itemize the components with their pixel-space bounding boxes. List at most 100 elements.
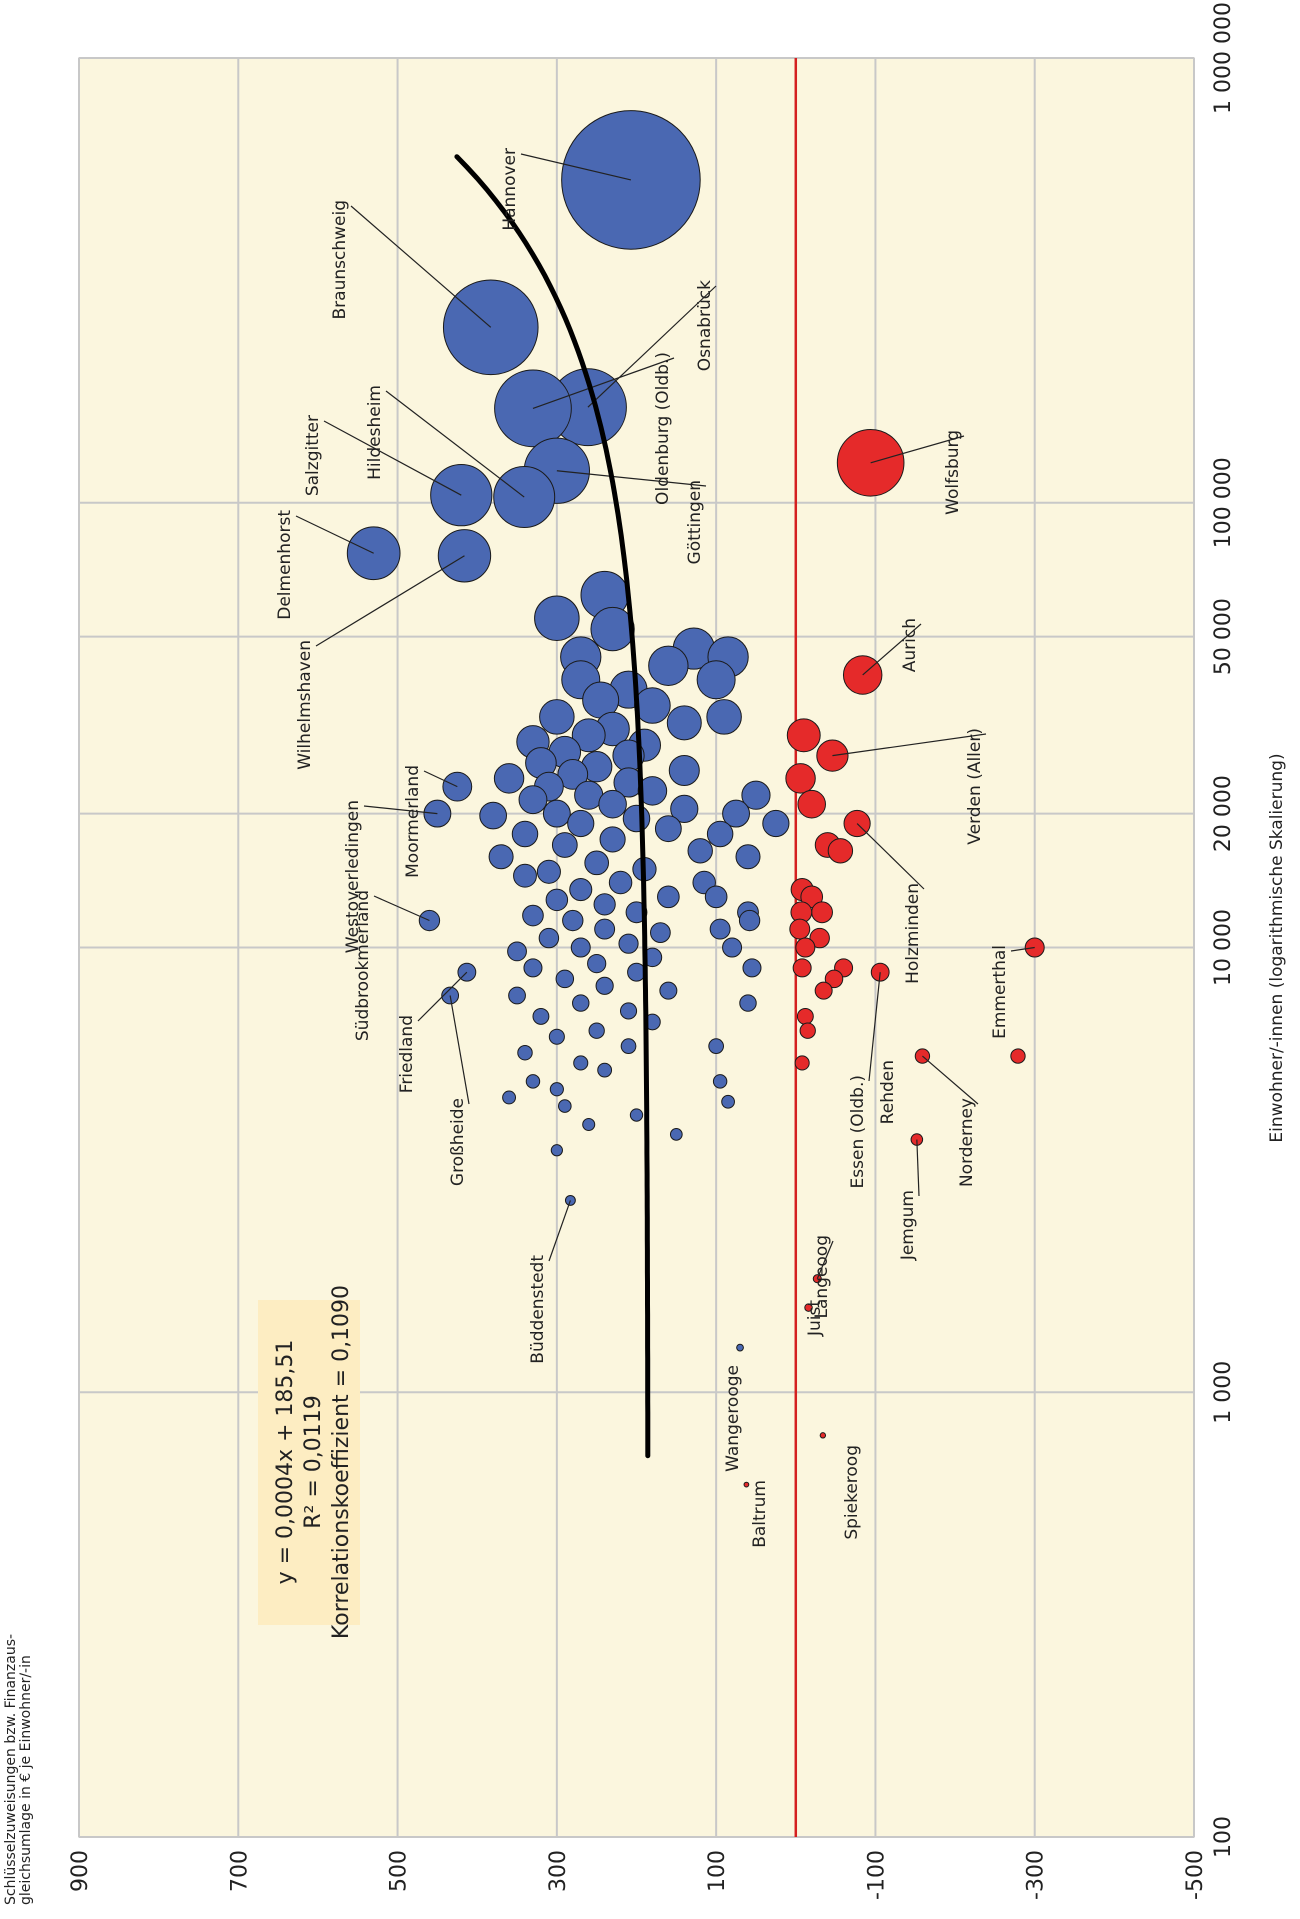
data-point [536, 859, 561, 884]
data-point [549, 1082, 564, 1097]
leader-line [862, 623, 922, 676]
data-point [572, 994, 590, 1012]
leader-line [295, 515, 374, 554]
leader-line [870, 435, 965, 464]
label-delmenhorst: Delmenhorst [275, 510, 295, 620]
point-baltrum [743, 1481, 750, 1488]
data-point [668, 754, 700, 787]
data-point [712, 1074, 728, 1089]
data-point [622, 804, 651, 833]
data-point [587, 953, 607, 974]
leader-line [556, 470, 707, 487]
data-point [588, 1022, 605, 1039]
population-tick-label: 20 000 [1211, 775, 1236, 852]
data-point [785, 763, 816, 794]
data-point [598, 789, 627, 819]
label-aurich: Aurich [900, 618, 920, 672]
data-point [722, 799, 750, 828]
data-point [827, 838, 854, 864]
leader-line [832, 733, 987, 757]
label-hildesheim: Hildesheim [365, 385, 385, 480]
data-point [792, 958, 812, 978]
trend-line [454, 154, 651, 1459]
value-axis-label: gleichsumlage in € je Einwohner/-in [18, 1655, 34, 1905]
data-point [493, 763, 525, 794]
leader-line [449, 995, 470, 1105]
data-point [542, 799, 571, 828]
data-point [648, 645, 689, 686]
leader-line [363, 805, 438, 815]
label-essen-oldb-: Essen (Oldb.) [848, 1075, 868, 1188]
data-point [742, 958, 762, 978]
leader-line [548, 1200, 571, 1262]
data-point [738, 909, 761, 932]
data-point [545, 888, 569, 912]
data-point [593, 893, 616, 916]
data-point [517, 1044, 533, 1061]
data-point [670, 794, 699, 823]
data-point [741, 780, 771, 810]
data-point [539, 699, 575, 735]
label-büddenstedt: Büddenstedt [528, 1255, 548, 1364]
data-point [508, 986, 526, 1005]
data-point [657, 885, 680, 909]
value-tick-label: 500 [387, 1850, 412, 1892]
label-friedland: Friedland [397, 1015, 417, 1093]
data-point [629, 1108, 644, 1122]
leader-line [868, 972, 881, 1082]
value-tick-label: -100 [864, 1850, 889, 1900]
label-göttingen: Göttingen [685, 480, 705, 564]
data-point [558, 1099, 572, 1113]
leader-line [417, 971, 468, 1022]
data-point [522, 904, 544, 927]
regression-equation: y = 0,0004x + 185,51 [273, 1340, 298, 1585]
data-point [654, 815, 682, 843]
label-osnabrück: Osnabrück [695, 280, 715, 371]
data-point [523, 958, 543, 978]
data-point [479, 801, 508, 830]
data-point [811, 901, 833, 924]
leader-line [315, 555, 465, 647]
leader-line [816, 1240, 834, 1279]
data-point [800, 885, 824, 909]
label-wilhelmshaven: Wilhelmshaven [295, 640, 315, 770]
population-tick-label: 100 [1211, 1816, 1236, 1858]
data-point [789, 918, 811, 940]
data-point [551, 832, 578, 858]
axis-labels: Schlüsselzuweisungen bzw. Finanzaus-glei… [3, 753, 1287, 1905]
label-langeoog: Langeoog [812, 1235, 832, 1319]
data-point [708, 1038, 725, 1055]
data-point [659, 981, 678, 1000]
value-tick-label: 100 [705, 1850, 730, 1892]
value-axis-label: Schlüsselzuweisungen bzw. Finanzaus- [3, 1634, 19, 1905]
data-point [620, 1038, 637, 1055]
data-point [502, 1090, 517, 1105]
data-point [594, 918, 616, 940]
data-point [538, 927, 560, 949]
data-point [739, 994, 757, 1012]
label-hannover: Hannover [500, 148, 520, 231]
label-moormerland: Moormerland [403, 765, 423, 878]
data-point [794, 1055, 810, 1071]
regression-r2: R² = 0,0119 [301, 1395, 326, 1529]
label-oldenburg-oldb-: Oldenburg (Oldb.) [653, 352, 673, 505]
data-point [666, 705, 702, 741]
regression-correlation: Korrelationskoeffizient = 0,1090 [329, 1285, 354, 1639]
point-büddenstedt [564, 1194, 576, 1206]
label-salzgitter: Salzgitter [303, 415, 323, 496]
data-point [557, 759, 589, 790]
data-point [590, 606, 635, 652]
data-point [706, 820, 734, 848]
value-tick-label: -300 [1024, 1850, 1049, 1900]
label-rehden: Rehden [878, 1060, 898, 1124]
label-braunschweig: Braunschweig [330, 200, 350, 319]
data-point [722, 937, 743, 958]
label-südbrookmerland: Südbrookmerland [353, 890, 373, 1041]
leader-lines [295, 153, 1035, 1279]
population-tick-label: 10 000 [1211, 909, 1236, 986]
data-point [570, 937, 591, 958]
data-point [582, 1117, 596, 1131]
leader-line [916, 1139, 920, 1197]
point-wangerooge [736, 1343, 744, 1352]
